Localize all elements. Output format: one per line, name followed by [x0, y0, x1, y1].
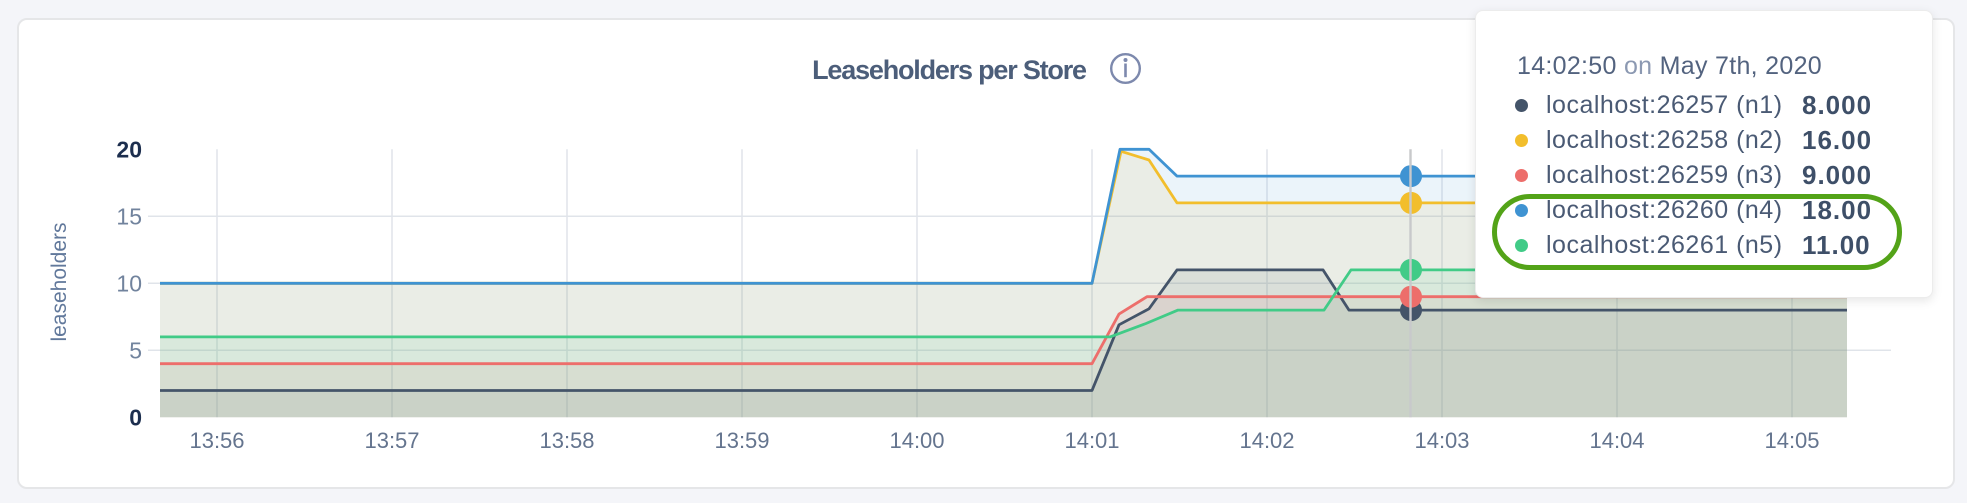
- svg-text:13:59: 13:59: [714, 428, 769, 453]
- svg-text:10: 10: [116, 271, 142, 297]
- svg-text:0: 0: [129, 404, 142, 430]
- svg-text:14:05: 14:05: [1764, 428, 1819, 453]
- svg-text:13:57: 13:57: [364, 428, 419, 453]
- svg-text:13:56: 13:56: [189, 428, 244, 453]
- svg-text:20: 20: [116, 137, 142, 163]
- svg-text:14:04: 14:04: [1589, 428, 1644, 453]
- svg-text:5: 5: [129, 338, 142, 364]
- svg-text:14:03: 14:03: [1414, 428, 1469, 453]
- svg-text:13:58: 13:58: [539, 428, 594, 453]
- svg-text:14:00: 14:00: [889, 428, 944, 453]
- svg-text:15: 15: [116, 204, 142, 230]
- svg-text:Leaseholders per Store: Leaseholders per Store: [812, 55, 1087, 85]
- svg-text:14:01: 14:01: [1064, 428, 1119, 453]
- svg-text:14:02: 14:02: [1239, 428, 1294, 453]
- svg-text:leaseholders: leaseholders: [48, 222, 71, 341]
